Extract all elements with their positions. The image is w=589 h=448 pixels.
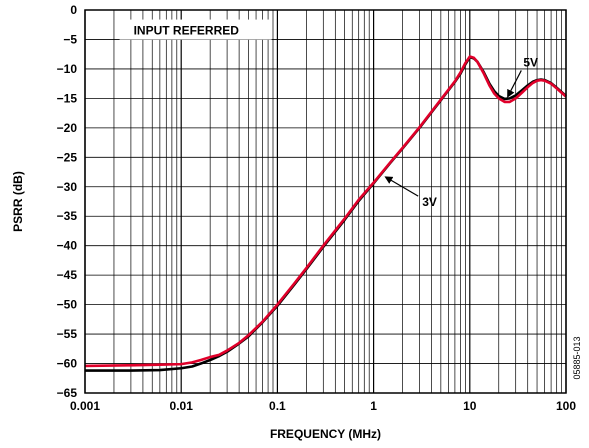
x-tick-label: 100	[556, 399, 576, 413]
y-tick-label: −60	[57, 357, 78, 371]
y-tick-label: −25	[57, 150, 78, 164]
x-tick-label: 0.001	[70, 399, 100, 413]
y-axis-title: PSRR (dB)	[11, 171, 25, 232]
grid-lines	[85, 10, 566, 393]
x-tick-label: 0.1	[269, 399, 286, 413]
y-tick-label: −40	[57, 239, 78, 253]
annotations: INPUT REFERRED 5V 3V	[120, 20, 538, 210]
annotation-5v-label: 5V	[523, 55, 538, 69]
tick-labels: 0.001 0.01 0.1 1 10 100 0 −5 −10 −15 −20 −25 −30 −35 −…	[57, 3, 577, 413]
y-tick-label: −5	[63, 32, 77, 46]
y-tick-label: −30	[57, 180, 78, 194]
annotation-3v-label: 3V	[422, 195, 437, 209]
y-tick-label: −15	[57, 91, 78, 105]
y-tick-label: −35	[57, 209, 78, 223]
annotation-input-referred: INPUT REFERRED	[134, 24, 240, 38]
y-tick-label: −20	[57, 121, 78, 135]
data-curves	[85, 57, 566, 371]
y-tick-label: −50	[57, 298, 78, 312]
y-tick-label: −55	[57, 327, 78, 341]
y-tick-label: 0	[70, 3, 77, 17]
series-3V-line	[85, 57, 566, 366]
series-5V-line	[85, 57, 566, 370]
x-axis-title: FREQUENCY (MHz)	[270, 427, 381, 441]
y-tick-label: −65	[57, 386, 78, 400]
x-tick-label: 0.01	[170, 399, 194, 413]
y-tick-label: −10	[57, 62, 78, 76]
x-tick-label: 1	[370, 399, 377, 413]
y-tick-label: −45	[57, 268, 78, 282]
figure-id: 05885-013	[572, 336, 582, 379]
plot-frame	[85, 10, 566, 393]
x-tick-label: 10	[463, 399, 477, 413]
